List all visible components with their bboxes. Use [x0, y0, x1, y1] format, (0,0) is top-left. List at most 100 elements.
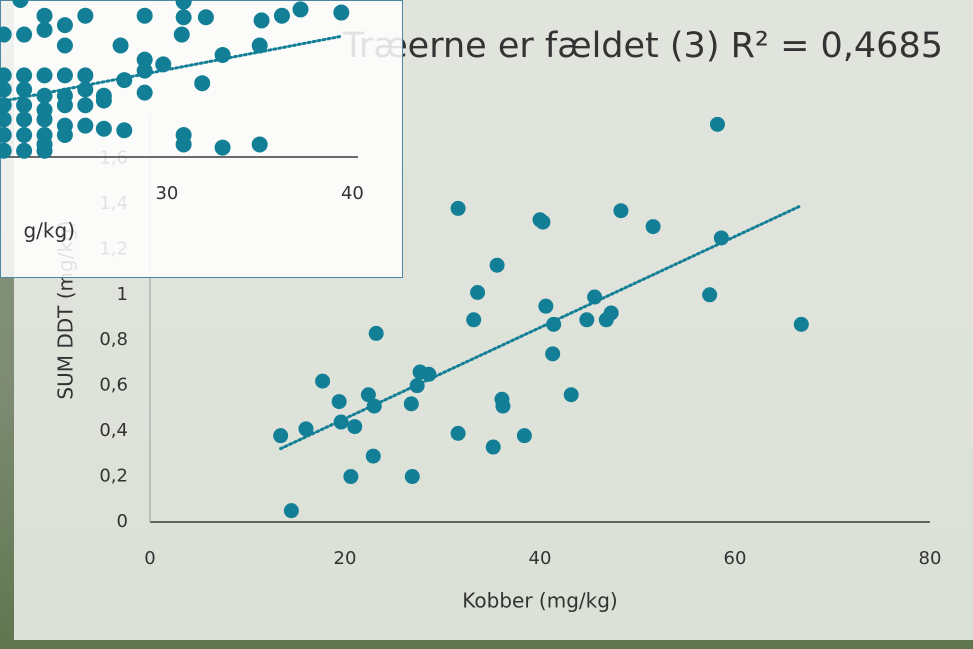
data-point [16, 26, 33, 43]
data-point [95, 92, 112, 109]
inset-chart: 30 40 g/kg) [0, 0, 403, 278]
data-point [546, 316, 562, 332]
data-point [214, 139, 231, 156]
data-point [12, 0, 29, 8]
data-point [95, 120, 112, 137]
data-point [77, 7, 94, 24]
data-point [538, 298, 554, 314]
data-point [579, 312, 595, 328]
data-point [545, 346, 561, 362]
x-tick-label: 40 [341, 183, 364, 204]
data-point [175, 9, 192, 26]
data-point [702, 287, 718, 303]
data-point [403, 396, 419, 412]
data-point [613, 203, 629, 219]
y-tick-label: 0,6 [99, 375, 128, 396]
data-point [16, 142, 33, 159]
data-point [214, 46, 231, 63]
data-point [16, 97, 33, 114]
data-point [0, 67, 12, 84]
x-tick-label: 60 [724, 548, 747, 569]
data-point [136, 7, 153, 24]
data-point [273, 428, 289, 444]
data-point [0, 26, 12, 43]
data-point [495, 398, 511, 414]
data-point [366, 398, 382, 414]
data-point [36, 136, 53, 153]
data-point [77, 67, 94, 84]
data-point [298, 421, 314, 437]
data-point [36, 7, 53, 24]
data-point [421, 366, 437, 382]
data-point [16, 67, 33, 84]
data-point [175, 136, 192, 153]
data-point [16, 81, 33, 98]
data-point [136, 62, 153, 79]
data-point [331, 394, 347, 410]
data-point [251, 136, 268, 153]
data-point [251, 37, 268, 54]
data-point [0, 81, 12, 98]
data-point [516, 428, 532, 444]
x-tick-label: 80 [919, 548, 942, 569]
data-point [16, 127, 33, 144]
x-tick-label: 30 [155, 183, 178, 204]
data-point [713, 230, 729, 246]
y-tick-label: 0,8 [99, 329, 128, 350]
data-point [292, 1, 309, 18]
data-point [77, 81, 94, 98]
data-point [470, 285, 486, 301]
data-point [36, 111, 53, 128]
data-point [0, 97, 12, 114]
x-axis-title: Kobber (mg/kg) [462, 589, 617, 613]
data-point [450, 200, 466, 216]
data-point [56, 97, 73, 114]
chart-title: Træerne er fældet (3) R² = 0,4685 [342, 26, 943, 66]
data-point [136, 84, 153, 101]
data-point [273, 7, 290, 24]
data-point [197, 9, 214, 26]
data-point [155, 56, 172, 73]
data-point [36, 21, 53, 38]
data-point [603, 305, 619, 321]
x-axis-title: g/kg) [23, 219, 75, 243]
y-tick-label: 0 [117, 511, 128, 532]
data-point [793, 316, 809, 332]
data-point [56, 37, 73, 54]
data-point [56, 127, 73, 144]
data-point [253, 12, 270, 29]
data-point [333, 414, 349, 430]
x-tick-label: 0 [144, 548, 155, 569]
x-tick-label: 40 [529, 548, 552, 569]
data-point [365, 448, 381, 464]
data-point [485, 439, 501, 455]
data-point [409, 378, 425, 394]
data-point [535, 214, 551, 230]
data-point [77, 117, 94, 134]
data-point [194, 75, 211, 92]
data-point [0, 111, 12, 128]
data-point [56, 67, 73, 84]
data-point [404, 469, 420, 485]
data-point [36, 67, 53, 84]
data-point [360, 387, 376, 403]
data-point [368, 325, 384, 341]
y-tick-label: 0,2 [99, 466, 128, 487]
data-point [315, 373, 331, 389]
data-point [173, 26, 190, 43]
x-tick-label: 20 [334, 548, 357, 569]
data-point [116, 72, 133, 89]
data-point [16, 111, 33, 128]
data-point [645, 219, 661, 235]
data-point [466, 312, 482, 328]
data-point [563, 387, 579, 403]
data-point [116, 122, 133, 139]
data-point [77, 97, 94, 114]
data-point [175, 0, 192, 10]
data-point [283, 503, 299, 519]
data-point [587, 289, 603, 305]
data-point [343, 469, 359, 485]
data-point [489, 257, 505, 273]
